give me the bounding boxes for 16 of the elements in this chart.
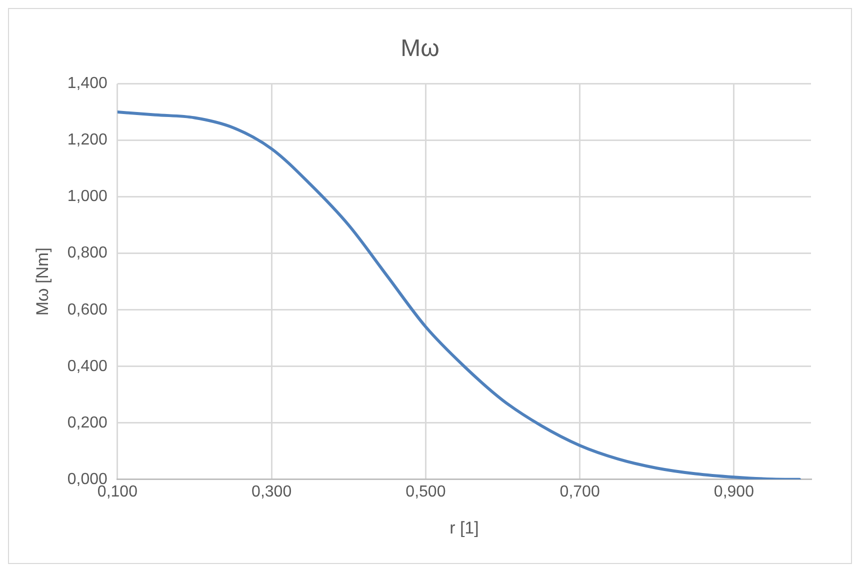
y-tick-label: 0,800 (67, 244, 108, 262)
y-tick-label: 1,200 (67, 132, 108, 149)
x-tick-label: 0,700 (560, 483, 600, 500)
x-tick-label: 0,500 (406, 483, 446, 500)
x-tick-label: 0,900 (714, 483, 754, 500)
y-tick-label: 1,000 (67, 188, 108, 206)
y-axis-title: Mω [Nm] (32, 248, 52, 316)
x-tick-label: 0,300 (252, 483, 292, 500)
line-series (117, 110, 801, 480)
y-tick-label: 0,400 (67, 358, 108, 375)
y-tick-label: 0,600 (67, 301, 108, 318)
y-tick-label: 0,200 (67, 414, 108, 432)
x-axis-title: r [1] (450, 518, 479, 538)
chart-title: Mω (400, 35, 440, 62)
x-tick-label: 0,100 (97, 483, 138, 500)
y-tick-label: 1,400 (67, 75, 108, 92)
